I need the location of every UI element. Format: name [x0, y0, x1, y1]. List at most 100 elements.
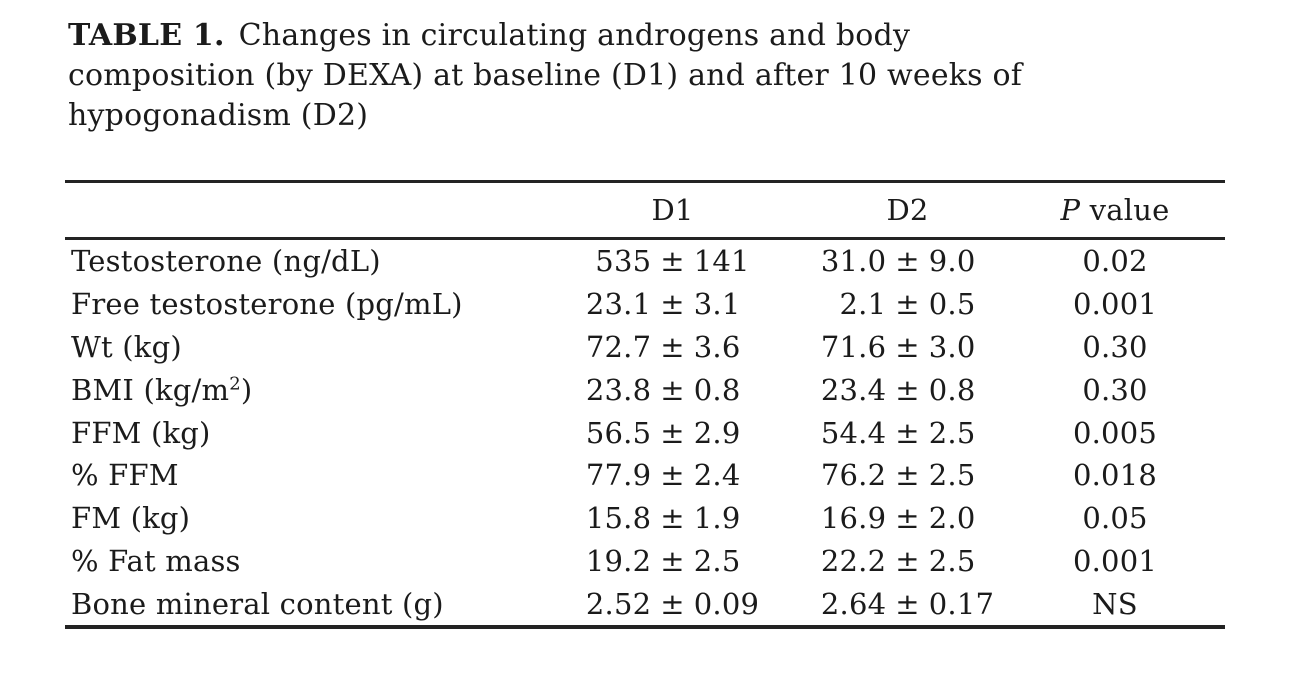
cell-d2-sd: 2.5: [928, 415, 976, 450]
table-row: % FFM 77.9 ±2.4 76.2 ±2.5 0.018: [65, 454, 1225, 497]
cell-d1-value: 19.2 ±2.5: [535, 544, 810, 578]
plus-minus-sign: ±: [895, 287, 920, 322]
cell-d2-mean: 22.2: [820, 543, 887, 578]
cell-d2-sd: 2.5: [928, 458, 976, 493]
plus-minus-sign: ±: [660, 543, 685, 578]
plus-minus-sign: ±: [660, 244, 685, 279]
cell-d1-sd: 3.1: [693, 287, 741, 322]
cell-d1-sd: 2.9: [693, 415, 741, 450]
cell-d2: 2.64 ±0.17: [810, 587, 1005, 621]
header-pvalue: P value: [1005, 193, 1225, 227]
table-body: Testosterone (ng/dL) 535 ±141 31.0 ±9.0 0.02 F…: [65, 240, 1225, 625]
cell-d1-mean: 15.8: [585, 501, 652, 536]
table-row: Testosterone (ng/dL) 535 ±141 31.0 ±9.0 0.02: [65, 240, 1225, 283]
caption-line-2: composition (by DEXA) at baseline (D1) a…: [68, 58, 1023, 93]
row-label: Testosterone (ng/dL): [71, 244, 381, 279]
cell-d1-mean: 72.7: [585, 329, 652, 364]
cell-d1: 15.8 ±1.9: [535, 501, 810, 535]
caption-line-1: TABLE 1. Changes in circulating androgens…: [68, 16, 1228, 56]
table-caption: TABLE 1. Changes in circulating androgens…: [68, 16, 1228, 136]
caption-line-3: hypogonadism (D2): [68, 98, 369, 133]
row-label: FM (kg): [71, 501, 191, 536]
cell-d1: 535 ±141: [535, 244, 810, 278]
cell-d1: 56.5 ±2.9: [535, 416, 810, 450]
cell-d1-sd: 2.4: [693, 458, 741, 493]
table-row: FM (kg) 15.8 ±1.9 16.9 ±2.0 0.05: [65, 497, 1225, 540]
table-bottom-rule: [65, 625, 1225, 630]
cell-d2-value: 71.6 ±3.0: [810, 330, 1005, 364]
cell-d2: 22.2 ±2.5: [810, 544, 1005, 578]
plus-minus-sign: ±: [895, 543, 920, 578]
plus-minus-sign: ±: [895, 586, 920, 621]
cell-d2-value: 23.4 ±0.8: [810, 373, 1005, 407]
cell-pvalue: 0.02: [1082, 244, 1148, 279]
cell-pvalue: 0.30: [1082, 372, 1148, 407]
header-d1: D1: [651, 193, 694, 227]
cell-d2-value: 76.2 ±2.5: [810, 458, 1005, 492]
cell-d2: 31.0 ±9.0: [810, 244, 1005, 278]
cell-d1-value: 72.7 ±3.6: [535, 330, 810, 364]
row-label: Wt (kg): [71, 329, 182, 364]
cell-pvalue: NS: [1092, 586, 1138, 621]
cell-d1-sd: 3.6: [693, 329, 741, 364]
row-label: FFM (kg): [71, 415, 211, 450]
cell-d1-mean: 23.8: [585, 372, 652, 407]
cell-d2-mean: 71.6: [820, 329, 887, 364]
plus-minus-sign: ±: [895, 415, 920, 450]
cell-d2-sd: 3.0: [928, 329, 976, 364]
cell-pvalue: 0.05: [1082, 501, 1148, 536]
cell-d1-mean: 2.52: [585, 586, 652, 621]
cell-d2: 23.4 ±0.8: [810, 373, 1005, 407]
cell-pvalue: 0.001: [1072, 287, 1158, 322]
cell-d1-value: 23.1 ±3.1: [535, 287, 810, 321]
plus-minus-sign: ±: [895, 244, 920, 279]
cell-d2-sd: 0.17: [928, 586, 995, 621]
cell-d1: 77.9 ±2.4: [535, 458, 810, 492]
cell-d2-sd: 9.0: [928, 244, 976, 279]
plus-minus-sign: ±: [660, 415, 685, 450]
table-top-rule: [65, 180, 1225, 183]
cell-d1-mean: 23.1: [585, 287, 652, 322]
cell-d1-value: 56.5 ±2.9: [535, 416, 810, 450]
plus-minus-sign: ±: [660, 586, 685, 621]
cell-d2-sd: 0.5: [928, 287, 976, 322]
cell-d2-value: 2.1 ±0.5: [810, 287, 1005, 321]
table-row: Free testosterone (pg/mL) 23.1 ±3.1 2.1 ±0.5…: [65, 283, 1225, 326]
table-row: FFM (kg) 56.5 ±2.9 54.4 ±2.5 0.005: [65, 411, 1225, 454]
cell-d1-value: 15.8 ±1.9: [535, 501, 810, 535]
row-label: % Fat mass: [71, 543, 241, 578]
table-row: % Fat mass 19.2 ±2.5 22.2 ±2.5 0.001: [65, 540, 1225, 583]
cell-d2: 16.9 ±2.0: [810, 501, 1005, 535]
cell-d1: 19.2 ±2.5: [535, 544, 810, 578]
cell-d2: 71.6 ±3.0: [810, 330, 1005, 364]
row-label-superscript: 2: [229, 373, 241, 395]
plus-minus-sign: ±: [660, 287, 685, 322]
cell-pvalue: 0.018: [1072, 458, 1158, 493]
plus-minus-sign: ±: [660, 372, 685, 407]
table-row: BMI (kg/m2) 23.8 ±0.8 23.4 ±0.8 0.30: [65, 368, 1225, 411]
caption-line-1-text: Changes in circulating androgens and bod…: [238, 18, 911, 53]
plus-minus-sign: ±: [895, 458, 920, 493]
cell-d2-sd: 0.8: [928, 372, 976, 407]
plus-minus-sign: ±: [895, 329, 920, 364]
cell-d2-value: 2.64 ±0.17: [810, 587, 1005, 621]
cell-d2-mean: 16.9: [820, 501, 887, 536]
table-row: Wt (kg) 72.7 ±3.6 71.6 ±3.0 0.30: [65, 326, 1225, 369]
cell-d2: 76.2 ±2.5: [810, 458, 1005, 492]
cell-d1: 72.7 ±3.6: [535, 330, 810, 364]
cell-d2-mean: 31.0: [820, 244, 887, 279]
table-header-rule: [65, 237, 1225, 240]
cell-d1: 23.1 ±3.1: [535, 287, 810, 321]
cell-d1: 23.8 ±0.8: [535, 373, 810, 407]
cell-d2: 2.1 ±0.5: [810, 287, 1005, 321]
plus-minus-sign: ±: [895, 372, 920, 407]
cell-d2-mean: 54.4: [820, 415, 887, 450]
cell-d2-value: 31.0 ±9.0: [810, 244, 1005, 278]
row-label: % FFM: [71, 458, 179, 493]
cell-d2-sd: 2.0: [928, 501, 976, 536]
cell-d1-value: 535 ±141: [535, 244, 810, 278]
cell-d2-value: 16.9 ±2.0: [810, 501, 1005, 535]
cell-d1-sd: 2.5: [693, 543, 741, 578]
cell-d2: 54.4 ±2.5: [810, 416, 1005, 450]
cell-d1-mean: 19.2: [585, 543, 652, 578]
